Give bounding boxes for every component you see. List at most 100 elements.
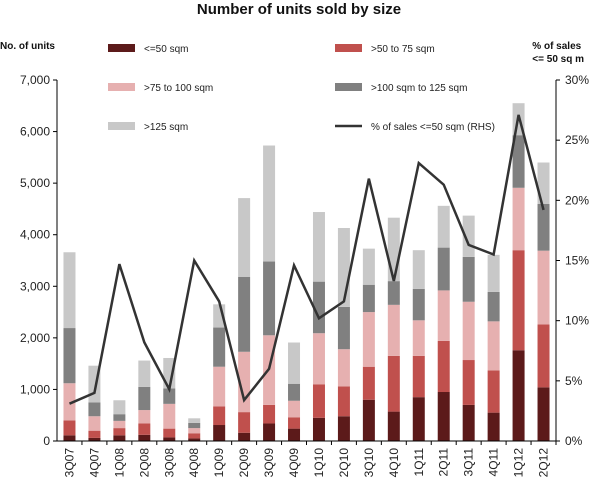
x-axis-ticks: 3Q07 4Q07 1Q08 2Q08 3Q08 4Q08 1Q09 2Q09 3Q09 4Q09…	[62, 441, 557, 478]
legend-swatch	[108, 122, 135, 130]
bar-segment	[238, 432, 251, 441]
bar-segment	[412, 320, 425, 356]
bar-segment	[163, 428, 176, 438]
y-right-tick-label: 30%	[565, 73, 589, 87]
x-tick-label: 4Q08	[187, 448, 201, 478]
bar-segment	[512, 250, 525, 351]
bar-segment	[437, 205, 450, 248]
bar-segment	[113, 400, 126, 415]
bar-segment	[113, 420, 126, 429]
legend-label: % of sales <=50 sqm (RHS)	[371, 122, 495, 133]
bar-segment	[487, 412, 500, 441]
bar-segment	[113, 414, 126, 421]
x-tick-label: 3Q11	[462, 448, 476, 477]
bar-segment	[188, 422, 201, 429]
x-tick-label: 3Q07	[62, 448, 76, 478]
bar-segment	[263, 423, 276, 441]
bar-segment	[412, 355, 425, 398]
x-tick-label: 1Q09	[212, 448, 226, 478]
legend-label: >100 sqm to 125 sqm	[371, 83, 467, 94]
x-tick-label: 1Q10	[312, 448, 326, 478]
bar-segment	[188, 433, 201, 439]
x-tick-label: 2Q09	[237, 448, 251, 478]
y-left-tick-label: 6,000	[20, 125, 50, 139]
y-left-tick-label: 3,000	[20, 279, 50, 293]
y-axis-left-label: No. of units	[0, 41, 55, 52]
x-tick-label: 2Q11	[437, 448, 451, 477]
bar-segment	[288, 417, 301, 429]
bar-segment	[213, 366, 226, 407]
y-left-tick-label: 7,000	[20, 73, 50, 87]
bar-segment	[63, 420, 76, 436]
bar-segment	[288, 400, 301, 418]
line-series	[68, 114, 545, 405]
axes	[56, 80, 557, 442]
y-axis-right-ticks: 0% 5% 10% 15% 20% 25% 30%	[556, 73, 589, 448]
bar-segment	[113, 428, 126, 436]
bar-segment	[88, 430, 101, 438]
bar-segment	[362, 312, 375, 367]
bar-segment	[437, 392, 450, 441]
bar-segment	[63, 328, 76, 384]
bar-segment	[337, 416, 350, 441]
x-tick-label: 1Q08	[112, 448, 126, 478]
bar-segment	[412, 397, 425, 441]
bar-segment	[487, 254, 500, 292]
bar-segment	[288, 383, 301, 401]
bar-segment	[138, 410, 151, 424]
x-tick-label: 4Q11	[487, 448, 501, 477]
y-left-tick-label: 1,000	[20, 382, 50, 396]
y-axis-right-label-line2: <= 50 sq m	[532, 54, 584, 65]
y-right-tick-label: 10%	[565, 314, 589, 328]
bar-segment	[238, 412, 251, 433]
bar-segment	[312, 417, 325, 441]
chart-title: Number of units sold by size	[197, 1, 401, 18]
bar-segment	[337, 349, 350, 387]
bar-segment	[188, 438, 201, 441]
bar-segment	[387, 304, 400, 356]
bar-segment	[63, 252, 76, 329]
bar-segment	[188, 428, 201, 434]
x-tick-label: 2Q10	[337, 448, 351, 478]
bar-segment	[512, 187, 525, 251]
bar-segment	[263, 145, 276, 262]
bar-segment	[462, 404, 475, 441]
bar-segment	[138, 423, 151, 435]
x-tick-label: 2Q08	[137, 448, 151, 478]
bar-segment	[537, 162, 550, 204]
bar-segment	[537, 250, 550, 325]
bar-segment	[337, 228, 350, 307]
bar-segment	[487, 370, 500, 413]
bar-segment	[263, 261, 276, 336]
bar-segment	[163, 403, 176, 429]
y-right-tick-label: 5%	[565, 374, 583, 388]
bar-segment	[412, 250, 425, 289]
bar-segment	[387, 281, 400, 305]
x-tick-label: 2Q12	[537, 448, 551, 478]
x-tick-label: 3Q10	[362, 448, 376, 478]
legend: <=50 sqm >50 to 75 sqm >75 to 100 sqm >100 …	[108, 44, 495, 133]
bar-segment	[537, 324, 550, 388]
legend-label: >50 to 75 sqm	[371, 44, 435, 55]
bar-segment	[362, 248, 375, 285]
y-left-tick-label: 0	[43, 434, 50, 448]
bar-segment	[238, 277, 251, 352]
bar-segment	[537, 203, 550, 251]
y-left-tick-label: 2,000	[20, 331, 50, 345]
legend-swatch	[108, 83, 135, 91]
bar-segment	[312, 384, 325, 418]
bar-segment	[63, 383, 76, 421]
bar-segment	[138, 386, 151, 411]
bar-segment	[312, 212, 325, 282]
bar-segment	[462, 301, 475, 361]
legend-swatch	[335, 83, 362, 91]
bar-segment	[462, 256, 475, 302]
x-tick-label: 1Q11	[412, 448, 426, 477]
bar-segment	[487, 321, 500, 371]
y-right-tick-label: 15%	[565, 254, 589, 268]
bar-segment	[88, 437, 101, 441]
legend-label: >75 to 100 sqm	[144, 83, 213, 94]
x-tick-label: 4Q09	[287, 448, 301, 478]
bar-segment	[512, 135, 525, 188]
bar-segment	[387, 411, 400, 441]
